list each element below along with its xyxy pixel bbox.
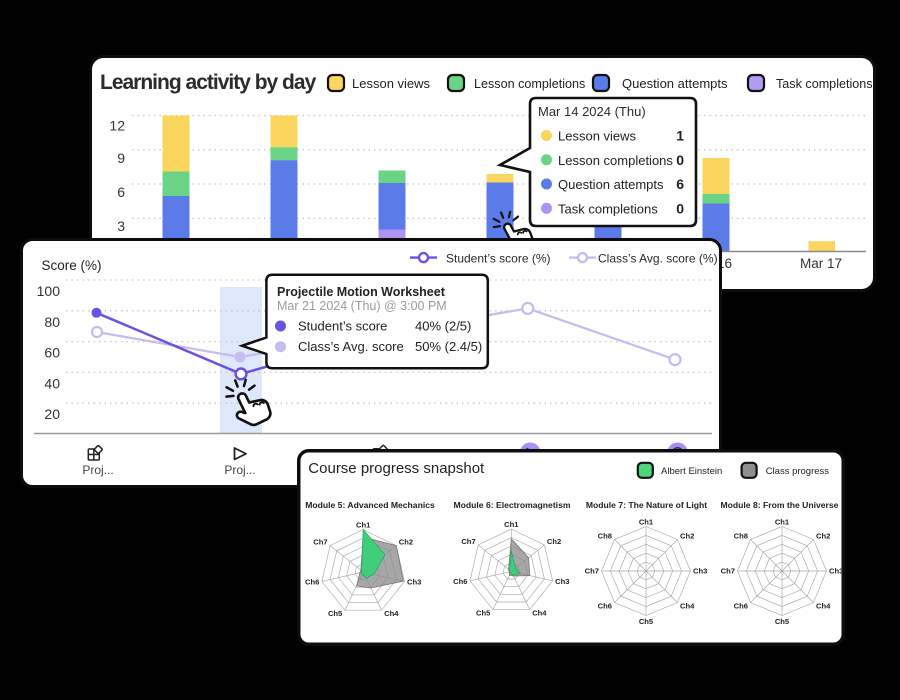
svg-text:Student’s score (%): Student’s score (%) (446, 252, 551, 266)
svg-text:Class’s Avg. score: Class’s Avg. score (298, 339, 404, 354)
svg-text:Ch6: Ch6 (734, 602, 748, 611)
svg-text:Projectile Motion Worksheet: Projectile Motion Worksheet (277, 285, 446, 299)
svg-text:Ch8: Ch8 (734, 532, 748, 541)
svg-text:Module 5: Advanced Mechanics: Module 5: Advanced Mechanics (305, 500, 435, 510)
svg-text:Lesson views: Lesson views (352, 76, 431, 91)
svg-text:9: 9 (117, 150, 125, 166)
svg-text:Module 6: Electromagnetism: Module 6: Electromagnetism (454, 500, 571, 510)
svg-text:Lesson views: Lesson views (558, 129, 637, 144)
svg-text:1: 1 (676, 128, 684, 144)
svg-text:Ch3: Ch3 (693, 567, 707, 576)
svg-text:Ch2: Ch2 (680, 532, 694, 541)
svg-text:Ch7: Ch7 (461, 537, 475, 546)
svg-text:0: 0 (676, 200, 684, 216)
svg-text:60: 60 (44, 345, 60, 361)
svg-text:Ch1: Ch1 (356, 521, 371, 530)
svg-text:Ch4: Ch4 (816, 602, 831, 611)
svg-text:Score (%): Score (%) (42, 258, 102, 273)
svg-text:6: 6 (117, 184, 125, 200)
svg-text:Ch4: Ch4 (384, 609, 399, 618)
svg-text:Ch5: Ch5 (775, 617, 790, 626)
svg-text:Albert Einstein: Albert Einstein (661, 466, 722, 477)
svg-text:Ch2: Ch2 (816, 532, 830, 541)
svg-text:Ch4: Ch4 (680, 602, 695, 611)
svg-text:Ch5: Ch5 (476, 609, 491, 618)
svg-text:Mar 17: Mar 17 (800, 256, 842, 271)
svg-text:Ch2: Ch2 (547, 537, 561, 546)
svg-text:20: 20 (44, 406, 60, 422)
svg-text:Mar 14 2024 (Thu): Mar 14 2024 (Thu) (538, 104, 646, 119)
svg-text:100: 100 (37, 283, 61, 299)
svg-text:Task completions: Task completions (558, 201, 658, 216)
svg-text:Ch3: Ch3 (829, 567, 843, 576)
svg-text:40% (2/5): 40% (2/5) (415, 319, 471, 334)
svg-text:Task completions: Task completions (776, 77, 873, 91)
svg-text:Question attempts: Question attempts (558, 177, 664, 192)
svg-text:Ch6: Ch6 (453, 577, 467, 586)
svg-text:Ch7: Ch7 (721, 567, 735, 576)
svg-text:Ch3: Ch3 (407, 577, 421, 586)
svg-text:Ch3: Ch3 (555, 577, 569, 586)
svg-text:Ch5: Ch5 (639, 617, 654, 626)
svg-text:80: 80 (44, 314, 60, 330)
svg-text:Ch1: Ch1 (775, 518, 790, 527)
svg-text:Proj...: Proj... (224, 463, 255, 477)
svg-text:Ch1: Ch1 (504, 520, 519, 529)
svg-text:Class’s Avg. score (%): Class’s Avg. score (%) (598, 252, 718, 266)
svg-text:6: 6 (676, 176, 684, 192)
svg-text:Class progress: Class progress (766, 466, 830, 477)
svg-text:Module 8: From the Universe: Module 8: From the Universe (721, 500, 839, 510)
svg-text:Ch4: Ch4 (532, 609, 547, 618)
svg-text:Proj...: Proj... (82, 463, 113, 477)
svg-text:Ch5: Ch5 (328, 609, 343, 618)
svg-text:Course progress snapshot: Course progress snapshot (308, 460, 485, 477)
svg-text:Module 7: The Nature of Light: Module 7: The Nature of Light (586, 500, 707, 510)
svg-text:Question attempts: Question attempts (622, 76, 728, 91)
svg-text:3: 3 (117, 218, 125, 234)
svg-text:Ch7: Ch7 (585, 567, 599, 576)
svg-text:0: 0 (676, 152, 684, 168)
svg-text:Ch8: Ch8 (598, 532, 612, 541)
svg-text:Mar 21 2024 (Thu) @ 3:00 PM: Mar 21 2024 (Thu) @ 3:00 PM (277, 299, 447, 313)
svg-text:Ch6: Ch6 (305, 577, 319, 586)
svg-text:12: 12 (109, 118, 125, 134)
svg-text:Ch6: Ch6 (598, 602, 612, 611)
svg-text:40: 40 (44, 375, 60, 391)
svg-text:Learning activity by day: Learning activity by day (100, 71, 317, 94)
svg-text:Lesson completions: Lesson completions (474, 77, 585, 91)
svg-text:50% (2.4/5): 50% (2.4/5) (415, 339, 482, 354)
svg-text:Lesson completions: Lesson completions (558, 153, 673, 168)
svg-text:Ch7: Ch7 (313, 538, 327, 547)
svg-text:Ch1: Ch1 (639, 518, 654, 527)
svg-text:Student’s score: Student’s score (298, 319, 387, 334)
svg-text:Ch2: Ch2 (399, 538, 413, 547)
